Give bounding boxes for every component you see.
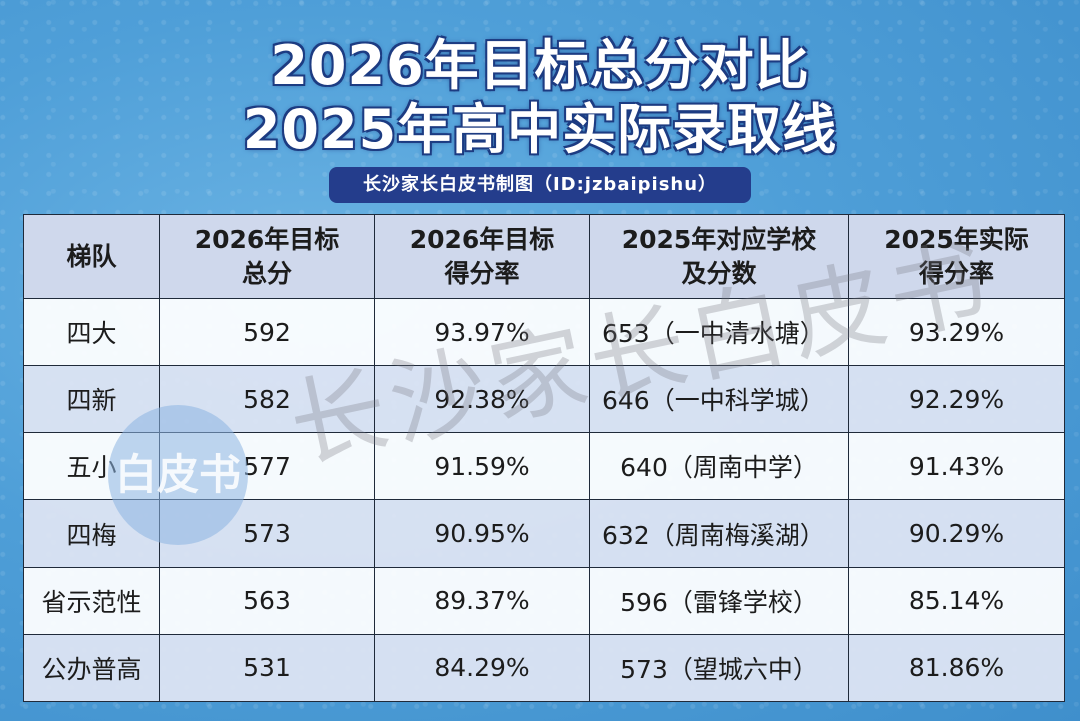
header-target-rate: 2026年目标 得分率 — [374, 214, 590, 299]
table-row: 四梅 573 90.95% 632（周南梅溪湖） 90.29% — [23, 499, 1065, 568]
header-actual-rate: 2025年实际 得分率 — [848, 214, 1065, 299]
header-target-rate-line2: 得分率 — [444, 258, 520, 288]
cell-tier: 四梅 — [23, 499, 160, 568]
cell-target-score: 592 — [159, 297, 375, 367]
subtitle-badge: 长沙家长白皮书制图（ID:jzbaipishu） — [329, 167, 751, 203]
cell-actual-rate: 91.43% — [848, 432, 1065, 501]
table-row: 公办普高 531 84.29% 573（望城六中） 81.86% — [23, 633, 1065, 703]
cell-school: 596（雷锋学校） — [589, 566, 849, 635]
header-tier-label: 梯队 — [66, 241, 117, 271]
cell-target-rate: 89.37% — [374, 566, 590, 635]
cell-school: 646（一中科学城） — [589, 365, 849, 434]
cell-target-score: 573 — [159, 499, 375, 568]
cell-target-rate: 91.59% — [374, 432, 590, 501]
header-target-rate-line1: 2026年目标 — [409, 224, 555, 254]
cell-school: 640（周南中学） — [589, 432, 849, 501]
header-actual-rate-line2: 得分率 — [918, 258, 994, 288]
header-target-score-line1: 2026年目标 — [194, 224, 340, 254]
cell-tier: 四新 — [23, 365, 160, 434]
header-actual-rate-line1: 2025年实际 — [884, 224, 1029, 254]
cell-school: 653（一中清水塘） — [589, 297, 849, 367]
score-comparison-table: 梯队 2026年目标 总分 2026年目标 得分率 2025年对应学校 及分数 … — [23, 214, 1065, 703]
cell-target-rate: 92.38% — [374, 365, 590, 434]
table-row: 省示范性 563 89.37% 596（雷锋学校） 85.14% — [23, 566, 1065, 635]
header-school-line2: 及分数 — [681, 258, 757, 288]
cell-target-rate: 93.97% — [374, 297, 590, 367]
table-row: 五小 577 91.59% 640（周南中学） 91.43% — [23, 432, 1065, 501]
table-row: 四新 582 92.38% 646（一中科学城） 92.29% — [23, 365, 1065, 434]
header-target-score: 2026年目标 总分 — [159, 214, 375, 299]
cell-target-score: 577 — [159, 432, 375, 501]
cell-tier: 五小 — [23, 432, 160, 501]
cell-tier: 省示范性 — [23, 566, 160, 635]
table-row: 四大 592 93.97% 653（一中清水塘） 93.29% — [23, 297, 1065, 367]
cell-actual-rate: 90.29% — [848, 499, 1065, 568]
cell-school: 573（望城六中） — [589, 633, 849, 703]
cell-target-score: 582 — [159, 365, 375, 434]
header-target-score-line2: 总分 — [241, 258, 292, 288]
cell-tier: 公办普高 — [23, 633, 160, 703]
cell-actual-rate: 92.29% — [848, 365, 1065, 434]
header-tier: 梯队 — [23, 214, 160, 299]
cell-target-rate: 90.95% — [374, 499, 590, 568]
header-school: 2025年对应学校 及分数 — [589, 214, 849, 299]
title-line-2: 2025年高中实际录取线 — [242, 98, 838, 161]
title-line-1: 2026年目标总分对比 — [270, 34, 810, 97]
cell-tier: 四大 — [23, 297, 160, 367]
cell-actual-rate: 93.29% — [848, 297, 1065, 367]
cell-target-score: 531 — [159, 633, 375, 703]
cell-actual-rate: 81.86% — [848, 633, 1065, 703]
table-header-row: 梯队 2026年目标 总分 2026年目标 得分率 2025年对应学校 及分数 … — [23, 214, 1065, 299]
cell-school: 632（周南梅溪湖） — [589, 499, 849, 568]
cell-actual-rate: 85.14% — [848, 566, 1065, 635]
cell-target-score: 563 — [159, 566, 375, 635]
cell-target-rate: 84.29% — [374, 633, 590, 703]
header-school-line1: 2025年对应学校 — [621, 224, 817, 254]
